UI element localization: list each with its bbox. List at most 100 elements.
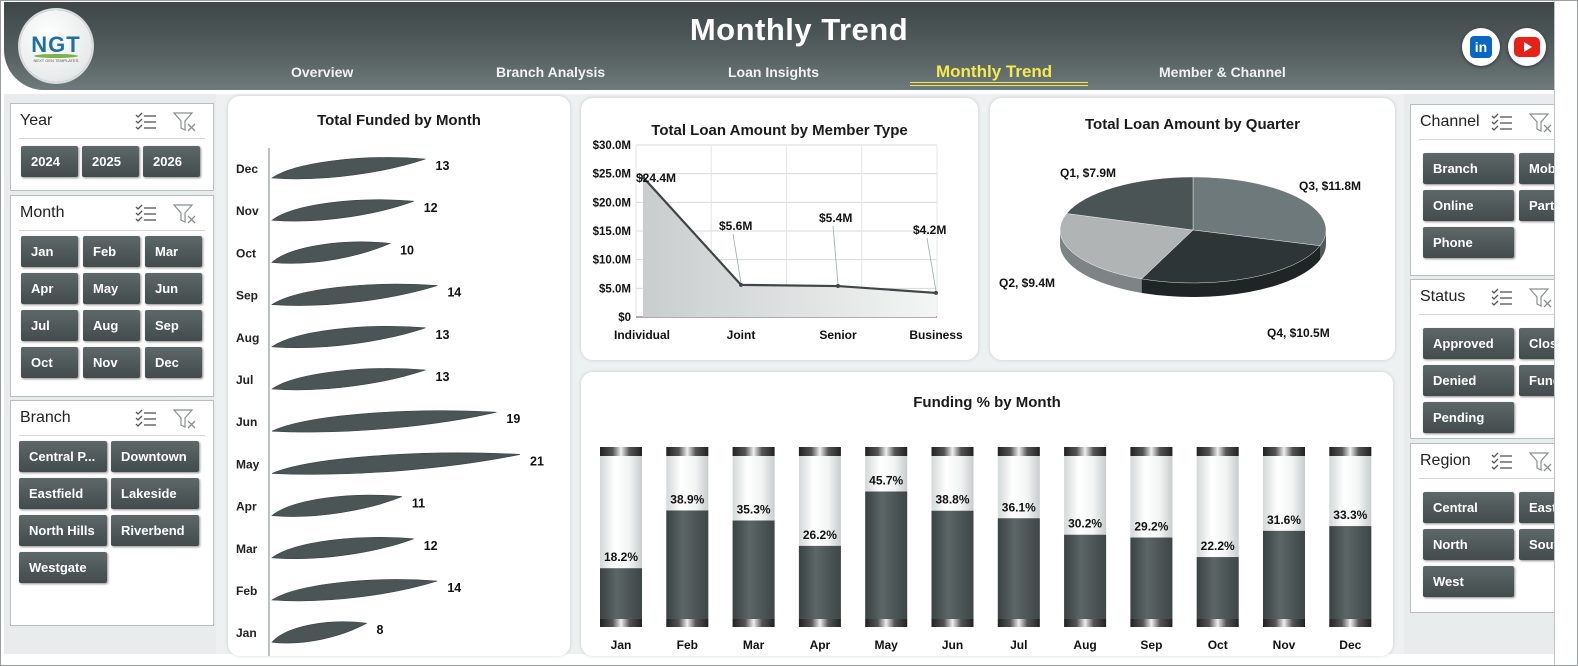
bar-may[interactable] [271, 452, 521, 475]
bar-nov[interactable] [1263, 530, 1305, 619]
nav-loan-insights[interactable]: Loan Insights [728, 64, 819, 80]
clear-filter-icon[interactable] [173, 203, 197, 225]
slicer-item-jan[interactable]: Jan [21, 236, 78, 267]
youtube-button[interactable] [1508, 28, 1546, 66]
slicer-item-jul[interactable]: Jul [21, 310, 78, 341]
multi-select-icon[interactable] [135, 112, 157, 132]
bar-dec[interactable] [271, 157, 426, 180]
slicer-item-sep[interactable]: Sep [145, 310, 202, 341]
bar-mar[interactable] [271, 537, 414, 559]
bar-nov[interactable] [271, 199, 414, 222]
bar-cap-bottom [600, 619, 642, 627]
nav-branch-analysis[interactable]: Branch Analysis [496, 64, 606, 80]
multi-select-icon[interactable] [135, 409, 157, 429]
bar-dec[interactable] [1329, 526, 1372, 619]
pie-slice-q4[interactable] [1141, 229, 1321, 284]
data-point[interactable] [836, 284, 840, 289]
bar-aug[interactable] [271, 326, 426, 348]
data-point[interactable] [641, 175, 645, 180]
y-tick-label: $10.0M [593, 255, 631, 267]
slicer-item-oct[interactable]: Oct [21, 347, 78, 378]
slicer-item-pending[interactable]: Pending [1423, 402, 1514, 433]
slicer-item-aug[interactable]: Aug [83, 310, 140, 341]
slicer-item-central-p[interactable]: Central P... [19, 441, 107, 472]
slicer-item-central[interactable]: Central [1423, 492, 1514, 523]
multi-select-icon[interactable] [1491, 288, 1513, 308]
multi-select-icon[interactable] [1491, 113, 1513, 133]
pie-slice-q1[interactable] [1066, 176, 1194, 231]
bar-oct[interactable] [271, 241, 392, 264]
slicer-item-phone[interactable]: Phone [1423, 227, 1514, 258]
bar-feb[interactable] [271, 579, 438, 602]
series-line[interactable] [642, 176, 937, 295]
clear-filter-icon[interactable] [1529, 287, 1553, 309]
bar-jul[interactable] [997, 518, 1040, 619]
bar-jun[interactable] [271, 410, 497, 433]
category-label: Mar [236, 542, 258, 556]
clear-filter-icon[interactable] [1529, 112, 1553, 134]
bar-aug[interactable] [1064, 534, 1107, 619]
clear-filter-icon[interactable] [173, 408, 197, 430]
bar-sep[interactable] [1130, 537, 1173, 619]
pie-slice-q3[interactable] [1192, 176, 1327, 246]
bar-may[interactable] [865, 491, 908, 619]
slicer-item-mob[interactable]: Mob [1519, 153, 1554, 184]
slicer-item-downtown[interactable]: Downtown [111, 441, 199, 472]
clear-filter-icon[interactable] [1529, 451, 1553, 473]
clear-filter-icon[interactable] [173, 111, 197, 133]
slicer-item-jun[interactable]: Jun [145, 273, 202, 304]
multi-select-icon[interactable] [1491, 452, 1513, 472]
logo[interactable]: NGT NEXT GEN TEMPLATES [20, 10, 92, 82]
data-label: $24.4M [636, 171, 676, 185]
bar-feb[interactable] [666, 510, 709, 619]
bar-jan[interactable] [600, 568, 642, 619]
slicer-item-westgate[interactable]: Westgate [19, 552, 107, 583]
chart-title: Total Funded by Month [317, 112, 481, 129]
slicer-item-may[interactable]: May [83, 273, 140, 304]
slicer-item-nov[interactable]: Nov [83, 347, 140, 378]
slicer-item-2026[interactable]: 2026 [143, 146, 200, 177]
bar-jun[interactable] [931, 510, 974, 619]
data-point[interactable] [934, 290, 938, 295]
bar-oct[interactable] [1196, 557, 1239, 619]
bar-apr[interactable] [798, 545, 841, 619]
slicer-item-north-hills[interactable]: North Hills [19, 515, 107, 546]
slicer-item-2025[interactable]: 2025 [82, 146, 139, 177]
slicer-item-dec[interactable]: Dec [145, 347, 202, 378]
bar-jul[interactable] [271, 368, 426, 391]
slicer-item-apr[interactable]: Apr [21, 273, 78, 304]
nav-monthly-trend[interactable]: Monthly Trend [936, 62, 1053, 81]
slicer-item-lakeside[interactable]: Lakeside [111, 478, 199, 509]
y-tick-label: $30.0M [593, 140, 631, 152]
multi-select-icon[interactable] [135, 204, 157, 224]
slicer-item-approved[interactable]: Approved [1423, 328, 1514, 359]
linkedin-button[interactable]: in [1462, 28, 1500, 66]
slicer-item-sout[interactable]: Sout [1519, 529, 1554, 560]
slicer-item-riverbend[interactable]: Riverbend [111, 515, 199, 546]
x-tick-label: Apr [810, 638, 831, 652]
slicer-item-online[interactable]: Online [1423, 190, 1514, 221]
slicer-item-2024[interactable]: 2024 [21, 146, 78, 177]
slicer-item-part[interactable]: Part [1519, 190, 1554, 221]
data-label: Q1, $7.9M [1060, 166, 1116, 180]
nav-overview[interactable]: Overview [291, 64, 354, 80]
data-point[interactable] [739, 282, 743, 287]
slicer-item-branch[interactable]: Branch [1423, 153, 1514, 184]
slicer-item-east[interactable]: East [1519, 492, 1554, 523]
slicer-item-feb[interactable]: Feb [83, 236, 140, 267]
bar-cap-bottom [798, 619, 841, 627]
nav-member-channel[interactable]: Member & Channel [1159, 64, 1286, 80]
pie-slice-q2[interactable] [1059, 213, 1194, 280]
slicer-item-clos[interactable]: Clos [1519, 328, 1554, 359]
slicer-item-west[interactable]: West [1423, 566, 1514, 597]
slicer-item-eastfield[interactable]: Eastfield [19, 478, 107, 509]
bar-apr[interactable] [271, 494, 403, 517]
slicer-item-fund[interactable]: Fund [1519, 365, 1554, 396]
slicer-item-north[interactable]: North [1423, 529, 1514, 560]
bar-jan[interactable] [271, 621, 368, 644]
bar-sep[interactable] [271, 283, 438, 306]
data-label: 35.3% [737, 503, 771, 517]
slicer-item-denied[interactable]: Denied [1423, 365, 1514, 396]
slicer-item-mar[interactable]: Mar [145, 236, 202, 267]
bar-mar[interactable] [732, 520, 775, 619]
